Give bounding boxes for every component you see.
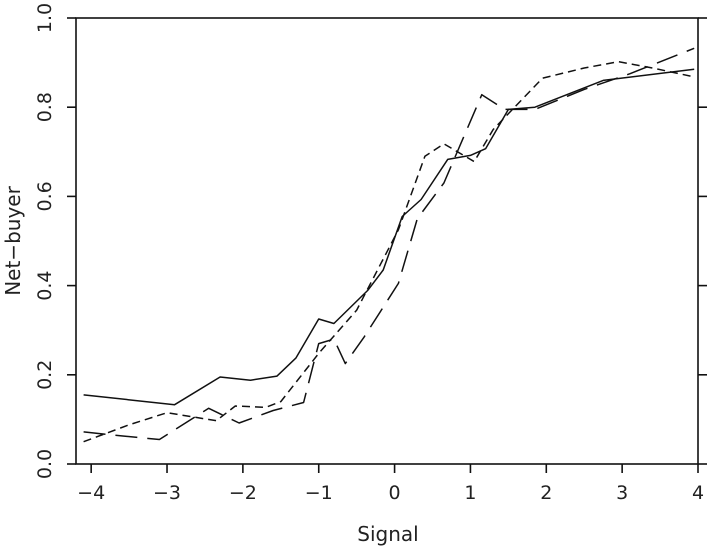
x-tick-label: 1 <box>464 482 476 504</box>
x-tick-label: −1 <box>305 482 333 504</box>
series-line-short-dash <box>83 60 695 443</box>
x-axis-label: Signal <box>357 522 418 546</box>
y-tick-label: 0.4 <box>34 270 56 300</box>
plot-frame <box>75 17 699 465</box>
y-tick-label: 0.8 <box>34 92 56 122</box>
y-tick-label: 0.0 <box>34 449 56 479</box>
series-group <box>83 47 695 443</box>
x-tick-label: −4 <box>77 482 105 504</box>
y-axis-label: Net−buyer <box>1 185 25 295</box>
x-tick-label: 2 <box>540 482 552 504</box>
x-tick-label: −3 <box>153 482 181 504</box>
y-tick-label: 1.0 <box>34 3 56 33</box>
y-tick-label: 0.2 <box>34 360 56 390</box>
series-line-long-dash <box>83 47 695 441</box>
x-tick-label: −2 <box>229 482 257 504</box>
x-tick-label: 4 <box>692 482 704 504</box>
y-tick-label: 0.6 <box>34 181 56 211</box>
x-tick-label: 0 <box>389 482 401 504</box>
x-tick-label: 3 <box>616 482 628 504</box>
x-axis-ticks: −4 −3 −2 −1 0 1 2 3 4 <box>77 464 704 504</box>
y-axis-ticks: 0.0 0.2 0.4 0.6 0.8 1.0 <box>34 3 707 479</box>
series-line-solid <box>83 68 695 406</box>
